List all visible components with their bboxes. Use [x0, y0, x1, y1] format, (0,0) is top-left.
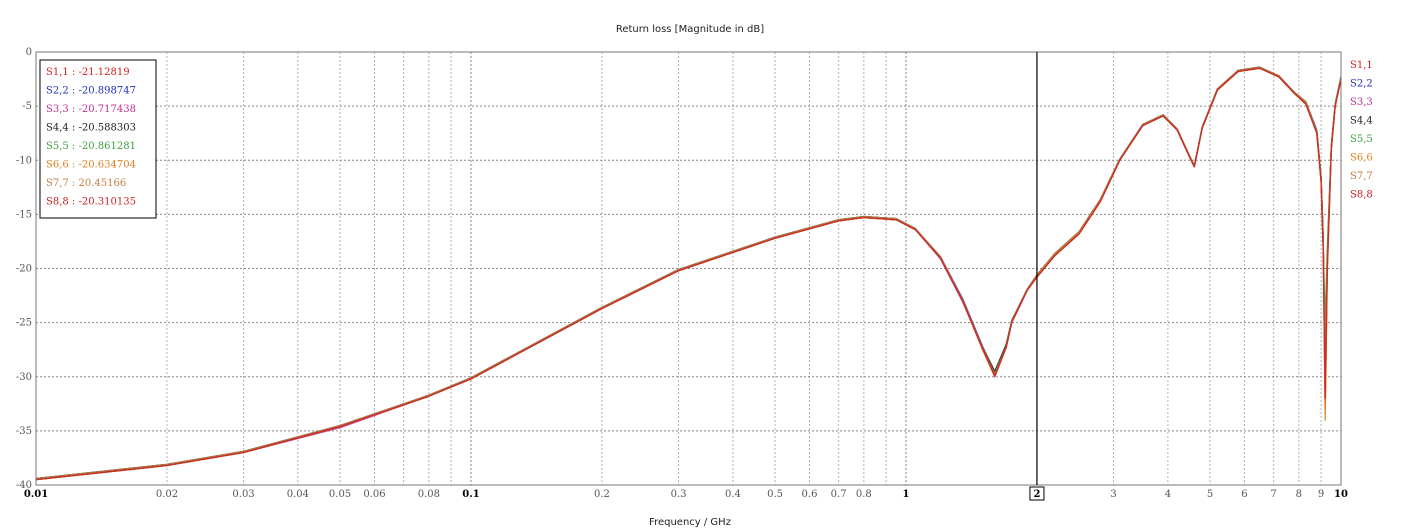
series-line	[35, 67, 1342, 481]
y-tick-label: -10	[16, 155, 32, 166]
x-tick-label: 0.05	[329, 489, 351, 500]
series-lines	[35, 66, 1342, 481]
right-series-label: S8,8	[1350, 190, 1373, 201]
right-series-label: S3,3	[1350, 97, 1373, 108]
legend-entry: S4,4 : -20.588303	[46, 123, 136, 134]
right-series-label: S7,7	[1350, 171, 1373, 182]
frequency-marker[interactable]: 2	[1029, 52, 1045, 501]
x-tick-label: 0.4	[725, 489, 741, 500]
x-tick-label: 0.04	[287, 489, 309, 500]
y-tick-label: -15	[16, 209, 32, 220]
x-tick-label: 0.02	[156, 489, 178, 500]
marker-label[interactable]: 2	[1033, 489, 1040, 500]
y-tick-label: -35	[16, 426, 32, 437]
legend-entry: S8,8 : -20.310135	[46, 197, 136, 208]
x-tick-label: 0.08	[418, 489, 440, 500]
legend-box	[39, 59, 157, 219]
x-tick-label: 10	[1334, 489, 1348, 500]
x-tick-label: 6	[1241, 489, 1247, 500]
y-tick-label: -40	[16, 480, 32, 491]
legend-entry: S2,2 : -20.898747	[46, 86, 136, 97]
x-tick-label: 9	[1318, 489, 1324, 500]
chart-title: Return loss [Magnitude in dB]	[616, 24, 764, 35]
y-tick-label: -25	[16, 318, 32, 329]
x-tick-label: 4	[1165, 489, 1171, 500]
legend: S1,1 : -21.12819 S2,2 : -20.898747 S3,3 : …	[39, 59, 157, 219]
x-axis-label: Frequency / GHz	[649, 517, 731, 528]
x-tick-label: 1	[903, 489, 910, 500]
x-tick-label: 7	[1270, 489, 1276, 500]
x-tick-label: 8	[1296, 489, 1302, 500]
legend-entry: S1,1 : -21.12819	[46, 67, 130, 78]
y-tick-label: -20	[16, 264, 32, 275]
right-series-label: S6,6	[1350, 153, 1373, 164]
x-tick-label: 0.2	[594, 489, 610, 500]
legend-entry: S6,6 : -20.634704	[46, 160, 136, 171]
y-tick-label: -30	[16, 372, 32, 383]
right-series-label: S1,1	[1350, 60, 1373, 71]
x-tick-label: 0.06	[363, 489, 385, 500]
x-tick-label: 0.3	[671, 489, 687, 500]
x-tick-label: 0.1	[462, 489, 479, 500]
marker-box[interactable]	[1029, 486, 1045, 501]
right-series-label: S2,2	[1350, 79, 1373, 90]
x-tick-label: 3	[1110, 489, 1116, 500]
x-tick-label: 0.03	[232, 489, 254, 500]
x-axis-ticks: 0.01 0.02 0.03 0.04 0.05 0.06 0.08 0.1 0.2 0.3 0.4…	[24, 489, 1348, 500]
y-axis-ticks: 0 -5 -10 -15 -20 -25 -30 -35 -40	[16, 47, 32, 491]
legend-entry: S5,5 : -20.861281	[46, 141, 136, 152]
series-line	[35, 66, 1342, 480]
y-tick-label: 0	[26, 47, 32, 58]
x-tick-label: 5	[1207, 489, 1213, 500]
right-series-label: S4,4	[1350, 116, 1373, 127]
right-series-labels: S1,1 S2,2 S3,3 S4,4 S5,5 S6,6 S7,7 S8,8	[1350, 60, 1373, 201]
x-tick-label: 0.7	[831, 489, 847, 500]
legend-entry: S7,7 : 20.45166	[46, 178, 126, 189]
legend-entry: S3,3 : -20.717438	[46, 104, 136, 115]
x-tick-label: 0.5	[767, 489, 783, 500]
right-series-label: S5,5	[1350, 134, 1373, 145]
grid	[36, 52, 1341, 485]
x-tick-label: 0.01	[24, 489, 48, 500]
x-tick-label: 0.6	[802, 489, 818, 500]
y-tick-label: -5	[22, 101, 32, 112]
plot-frame	[35, 51, 1342, 486]
x-tick-label: 0.8	[856, 489, 872, 500]
